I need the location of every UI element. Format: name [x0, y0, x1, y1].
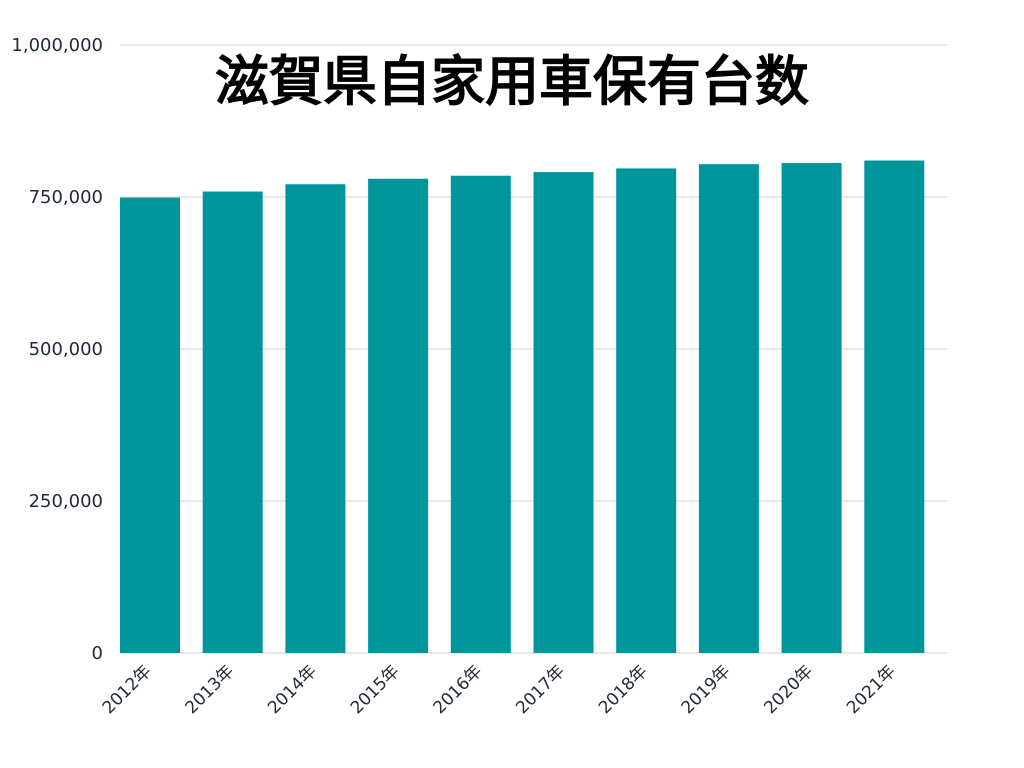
bar — [120, 197, 180, 653]
x-tick-label: 2015年 — [347, 661, 404, 718]
x-tick-label: 2017年 — [512, 661, 569, 718]
chart-title: 滋賀県自家用車保有台数 — [215, 50, 809, 113]
bars — [120, 160, 925, 653]
bar — [368, 178, 429, 653]
bar — [202, 191, 263, 653]
y-tick-label: 0 — [92, 643, 103, 664]
y-tick-label: 1,000,000 — [11, 35, 103, 56]
x-tick-label: 2018年 — [595, 661, 652, 718]
y-tick-label: 250,000 — [29, 491, 103, 512]
x-tick-label: 2012年 — [99, 661, 156, 718]
y-tick-label: 750,000 — [29, 187, 103, 208]
x-axis-category-labels: 2012年 2013年 2014年 2015年 2016年 2017年 2018年 2019年… — [99, 661, 900, 718]
x-tick-label: 2013年 — [181, 661, 238, 718]
bar — [616, 168, 677, 653]
x-tick-label: 2020年 — [760, 661, 817, 718]
bar — [285, 184, 346, 653]
x-tick-label: 2019年 — [678, 661, 735, 718]
bar — [698, 164, 759, 653]
x-tick-label: 2016年 — [430, 661, 487, 718]
bar — [864, 160, 925, 653]
bar — [533, 172, 594, 653]
x-tick-label: 2014年 — [264, 661, 321, 718]
bar — [450, 175, 511, 653]
bar — [781, 162, 842, 653]
y-tick-label: 500,000 — [29, 339, 103, 360]
y-axis-tick-labels: 0 250,000 500,000 750,000 1,000,000 — [11, 35, 103, 664]
x-tick-label: 2021年 — [843, 661, 900, 718]
